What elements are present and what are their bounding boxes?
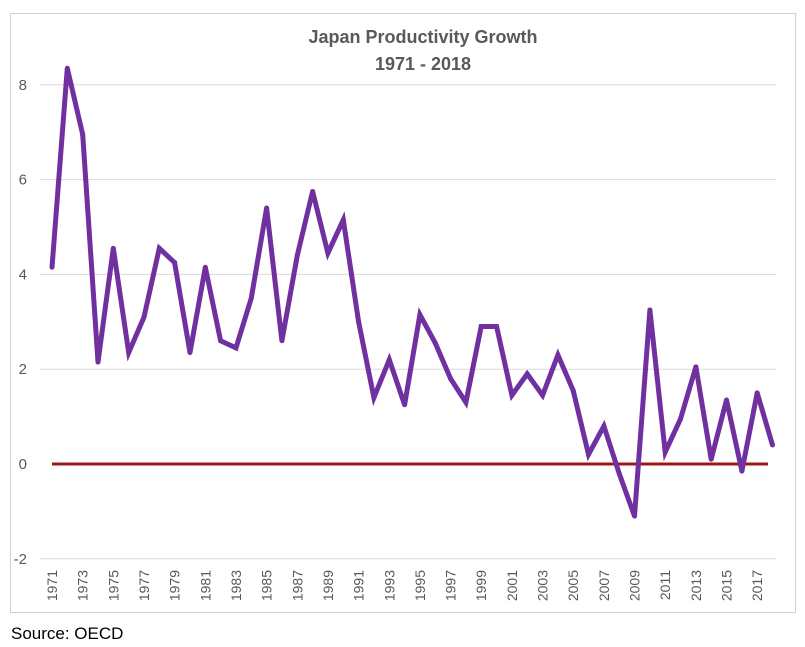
x-tick-label: 2011 (657, 570, 673, 600)
chart-title: Japan Productivity Growth (308, 27, 537, 47)
data-point-1972 (64, 65, 70, 71)
productivity-series-line (49, 67, 775, 517)
data-point-1990 (340, 217, 346, 223)
data-point-1977 (141, 314, 147, 320)
x-tick-label: 2005 (565, 570, 581, 601)
data-point-2017 (754, 390, 760, 396)
data-point-2010 (647, 307, 653, 313)
data-point-1984 (248, 295, 254, 301)
data-point-2002 (524, 371, 530, 377)
y-tick-label: 2 (19, 361, 27, 378)
data-point-1988 (310, 188, 316, 194)
data-point-1983 (233, 345, 239, 351)
data-point-1992 (371, 395, 377, 401)
data-point-1982 (218, 338, 224, 344)
gridlines (40, 84, 776, 560)
data-point-1997 (448, 376, 454, 382)
x-tick-label: 1985 (259, 570, 275, 601)
data-point-2008 (616, 470, 622, 476)
x-tick-label: 1971 (44, 570, 60, 601)
data-point-2005 (570, 388, 576, 394)
x-tick-label: 2001 (504, 570, 520, 601)
chart-frame (10, 13, 796, 613)
data-point-1993 (386, 357, 392, 363)
data-point-1973 (80, 132, 86, 138)
data-point-1979 (172, 260, 178, 266)
data-point-2007 (601, 423, 607, 429)
chart-subtitle: 1971 - 2018 (375, 54, 471, 74)
data-point-1976 (126, 350, 132, 356)
data-point-1971 (49, 264, 55, 270)
data-point-2018 (770, 442, 776, 448)
x-tick-label: 1993 (381, 570, 397, 601)
x-tick-label: 2015 (719, 570, 735, 601)
data-point-2004 (555, 352, 561, 358)
x-tick-label: 1979 (167, 570, 183, 601)
data-point-2011 (662, 449, 668, 455)
data-point-1995 (417, 312, 423, 318)
x-tick-label: 2007 (596, 570, 612, 601)
x-tick-label: 1975 (105, 570, 121, 601)
data-point-1975 (110, 245, 116, 251)
y-tick-label: -2 (14, 551, 27, 568)
data-point-2012 (678, 416, 684, 422)
data-point-2000 (494, 324, 500, 330)
x-tick-label: 2013 (688, 570, 704, 601)
data-point-2003 (540, 392, 546, 398)
data-point-2014 (708, 456, 714, 462)
data-point-1978 (156, 245, 162, 251)
data-point-2015 (724, 397, 730, 403)
data-point-1974 (95, 359, 101, 365)
data-point-2006 (586, 452, 592, 458)
data-point-2001 (509, 392, 515, 398)
y-tick-label: 8 (19, 77, 27, 94)
x-tick-label: 1981 (197, 570, 213, 601)
x-axis-tick-labels: 1971 1973 1975 1977 1979 1981 1983 1985 1987 1989… (44, 570, 765, 601)
data-point-1999 (478, 324, 484, 330)
x-tick-label: 1983 (228, 570, 244, 601)
line-chart: -2 0 2 4 6 8 1971 1973 1975 1977 1979 1981 1983 1985… (14, 27, 776, 601)
x-tick-label: 1999 (473, 570, 489, 601)
source-note: Source: OECD (11, 624, 124, 643)
data-point-1991 (356, 319, 362, 325)
x-tick-label: 2003 (535, 570, 551, 601)
data-point-1996 (432, 340, 438, 346)
x-tick-label: 1987 (289, 570, 305, 601)
data-point-2016 (739, 468, 745, 474)
y-tick-label: 6 (19, 172, 27, 189)
data-point-1998 (463, 399, 469, 405)
data-point-2009 (632, 513, 638, 519)
data-points (49, 65, 776, 519)
y-tick-label: 4 (19, 266, 27, 283)
data-point-2013 (693, 364, 699, 370)
data-point-1986 (279, 338, 285, 344)
data-point-1987 (294, 252, 300, 258)
x-tick-label: 1995 (412, 570, 428, 601)
x-tick-label: 1997 (443, 570, 459, 601)
data-point-1981 (202, 264, 208, 270)
data-point-1985 (264, 205, 270, 211)
data-point-1980 (187, 350, 193, 356)
x-tick-label: 1973 (75, 570, 91, 601)
y-axis-tick-labels: -2 0 2 4 6 8 (14, 77, 27, 568)
x-tick-label: 1989 (320, 570, 336, 601)
x-tick-label: 1991 (351, 570, 367, 601)
data-point-1994 (402, 402, 408, 408)
y-tick-label: 0 (19, 456, 27, 473)
x-tick-label: 2009 (627, 570, 643, 601)
x-tick-label: 2017 (749, 570, 765, 601)
x-tick-label: 1977 (136, 570, 152, 601)
data-point-1989 (325, 250, 331, 256)
